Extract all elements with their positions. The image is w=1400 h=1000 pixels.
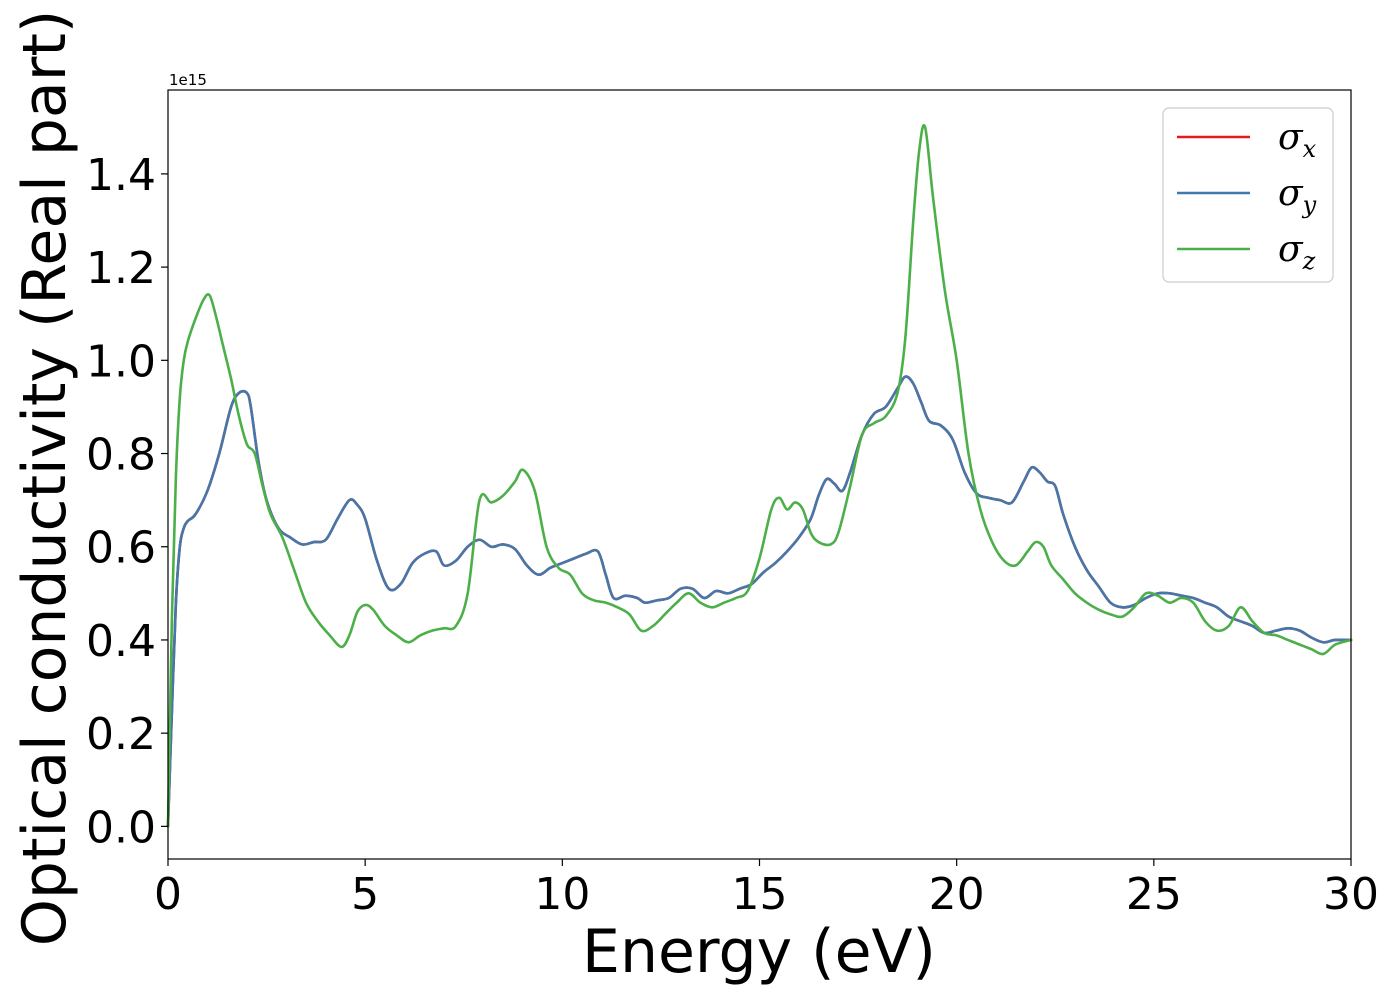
x-tick-label: 15 [732,869,788,920]
series-line-z [166,124,1353,828]
x-tick-label: 0 [154,869,182,920]
x-tick-label: 20 [929,869,985,920]
y-tick-label: 0.6 [86,523,156,574]
x-tick-label: 25 [1126,869,1182,920]
series-layer [166,124,1353,828]
series-line-y [166,375,1353,828]
y-offset-label: 1e15 [169,71,207,89]
y-tick-label: 0.2 [86,709,156,760]
y-tick-label: 0.4 [86,616,156,667]
y-axis-ticks: 0.0 0.2 0.4 0.6 0.8 1.0 1.2 1.4 [86,150,168,853]
x-tick-label: 10 [534,869,590,920]
y-tick-label: 1.0 [86,336,156,387]
x-axis-title: Energy (eV) [582,917,936,987]
x-axis-ticks: 0 5 10 15 20 25 30 [154,859,1379,920]
legend-box [1162,107,1334,283]
y-tick-label: 0.8 [86,430,156,481]
y-tick-label: 1.4 [86,150,156,201]
y-axis-title: Optical conductivity (Real part) [10,10,80,947]
x-tick-label: 5 [351,869,379,920]
x-tick-label: 30 [1323,869,1379,920]
y-tick-label: 0.0 [86,802,156,853]
y-tick-label: 1.2 [86,243,156,294]
